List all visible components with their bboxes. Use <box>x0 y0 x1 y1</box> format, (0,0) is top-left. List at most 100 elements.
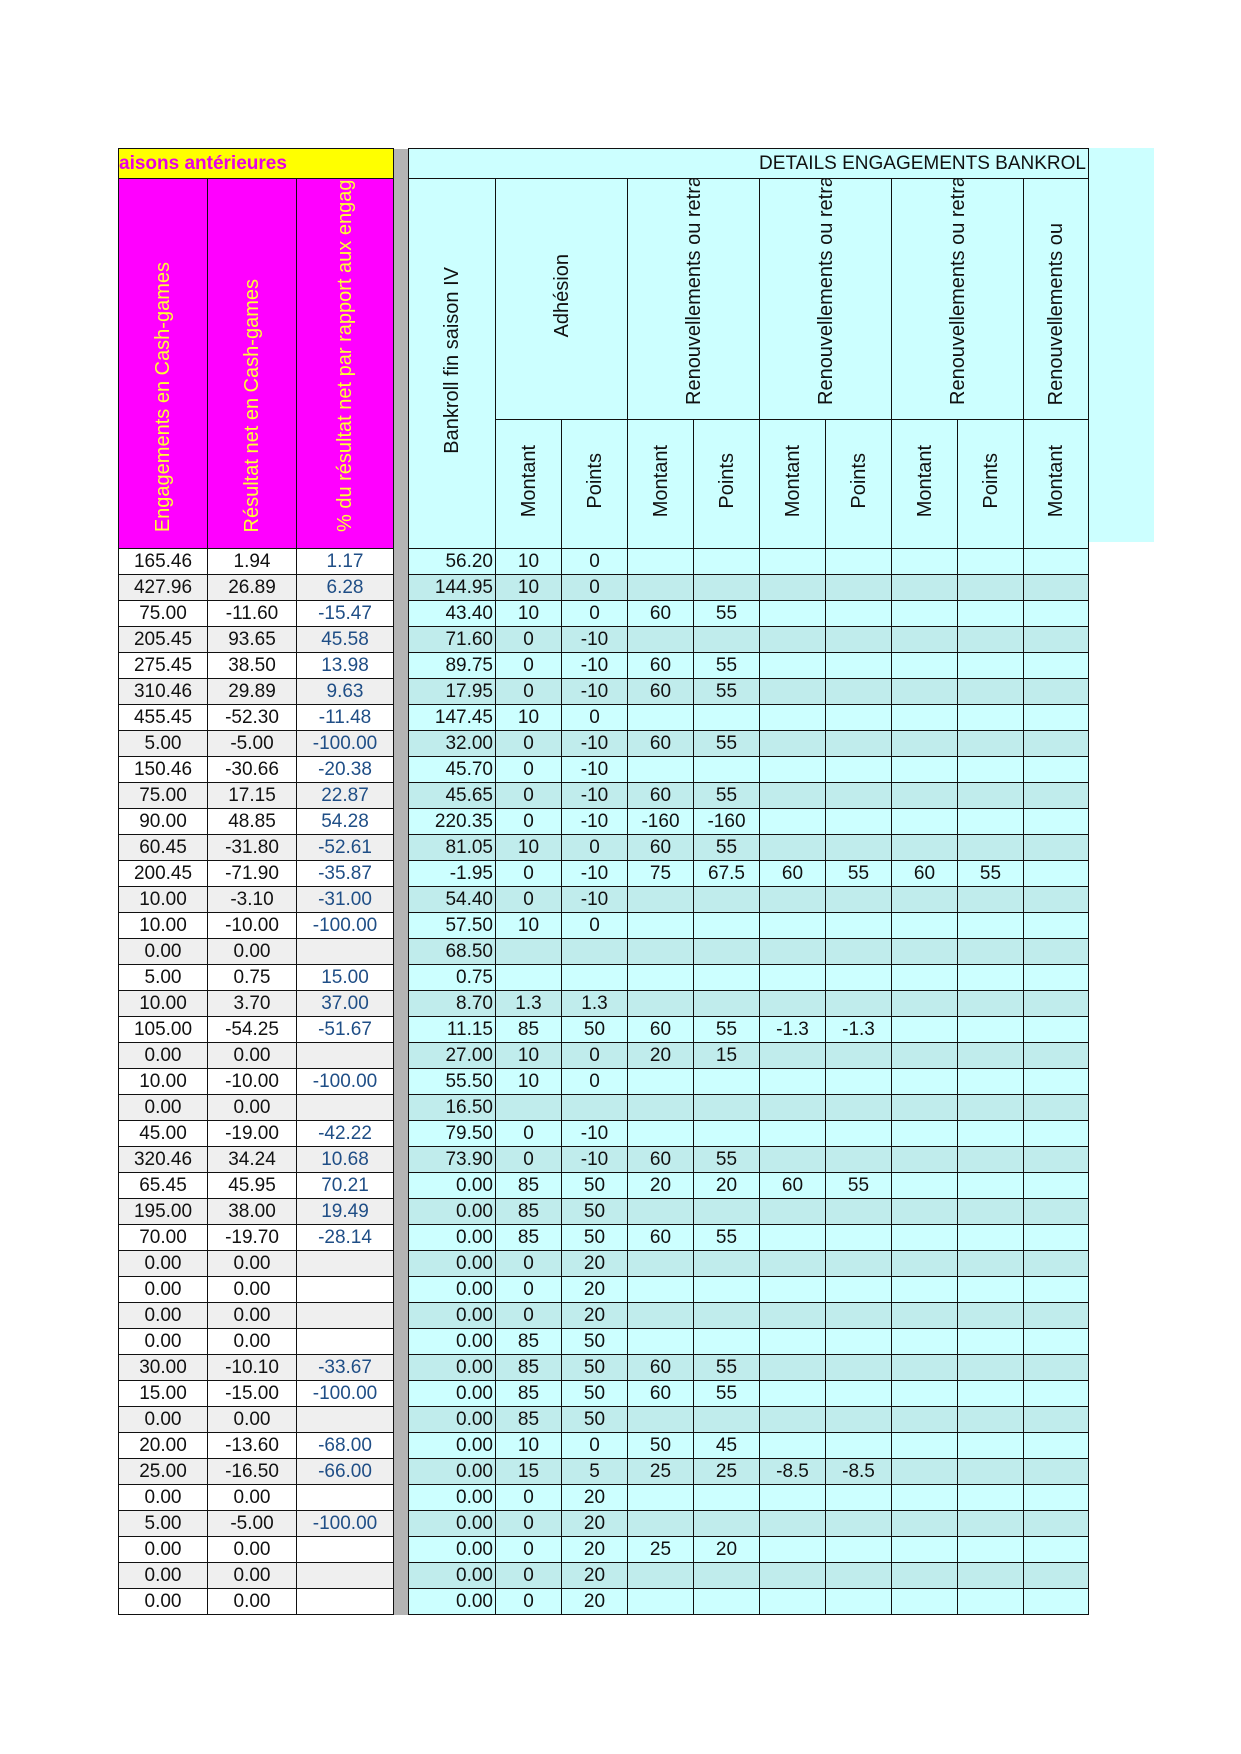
cell-renouv3-points[interactable] <box>957 1042 1024 1069</box>
cell-renouv2-montant[interactable] <box>759 756 826 783</box>
cell-renouv1-montant[interactable] <box>627 1328 694 1355</box>
cell-renouv2-montant[interactable]: 60 <box>759 1172 826 1199</box>
cell-renouv1-points[interactable]: 25 <box>693 1458 760 1485</box>
cell-adhesion-points[interactable]: -10 <box>561 808 628 835</box>
cell-engagements[interactable]: 455.45 <box>118 704 208 731</box>
cell-renouv2-points[interactable] <box>825 1328 892 1355</box>
cell-engagements[interactable]: 0.00 <box>118 1406 208 1433</box>
cell-renouv3-points[interactable] <box>957 964 1024 991</box>
cell-resultat[interactable]: 0.00 <box>207 1562 297 1589</box>
cell-renouv3-montant[interactable] <box>891 964 958 991</box>
cell-renouv2-montant[interactable] <box>759 1120 826 1147</box>
cell-adhesion-montant[interactable]: 0 <box>495 1562 562 1589</box>
cell-pct[interactable]: -100.00 <box>296 1380 394 1407</box>
cell-renouv2-points[interactable] <box>825 808 892 835</box>
cell-adhesion-points[interactable]: 0 <box>561 912 628 939</box>
cell-renouv3-montant[interactable] <box>891 1458 958 1485</box>
cell-adhesion-points[interactable]: -10 <box>561 626 628 653</box>
cell-renouv4-montant[interactable] <box>1023 1120 1089 1147</box>
cell-renouv3-montant[interactable] <box>891 886 958 913</box>
cell-renouv3-points[interactable] <box>957 834 1024 861</box>
cell-renouv2-points[interactable] <box>825 652 892 679</box>
cell-pct[interactable]: 37.00 <box>296 990 394 1017</box>
cell-renouv1-points[interactable] <box>693 886 760 913</box>
cell-renouv4-montant[interactable] <box>1023 1458 1089 1485</box>
cell-renouv2-points[interactable] <box>825 1250 892 1277</box>
cell-adhesion-points[interactable]: -10 <box>561 782 628 809</box>
cell-renouv3-points[interactable] <box>957 600 1024 627</box>
cell-renouv3-points[interactable] <box>957 1146 1024 1173</box>
cell-renouv3-points[interactable] <box>957 1094 1024 1121</box>
cell-renouv2-points[interactable] <box>825 1094 892 1121</box>
cell-renouv3-points[interactable] <box>957 1562 1024 1589</box>
cell-resultat[interactable]: -52.30 <box>207 704 297 731</box>
cell-pct[interactable]: -11.48 <box>296 704 394 731</box>
cell-renouv3-points[interactable] <box>957 1406 1024 1433</box>
cell-renouv2-montant[interactable] <box>759 1250 826 1277</box>
cell-renouv2-points[interactable] <box>825 886 892 913</box>
cell-adhesion-points[interactable]: 50 <box>561 1406 628 1433</box>
cell-renouv2-points[interactable] <box>825 938 892 965</box>
cell-renouv2-montant[interactable]: 60 <box>759 860 826 887</box>
cell-renouv1-montant[interactable] <box>627 1068 694 1095</box>
cell-renouv2-montant[interactable] <box>759 704 826 731</box>
cell-renouv4-montant[interactable] <box>1023 1328 1089 1355</box>
cell-renouv2-montant[interactable]: -8.5 <box>759 1458 826 1485</box>
cell-resultat[interactable]: 48.85 <box>207 808 297 835</box>
cell-engagements[interactable]: 10.00 <box>118 1068 208 1095</box>
cell-renouv4-montant[interactable] <box>1023 1432 1089 1459</box>
cell-renouv2-montant[interactable] <box>759 652 826 679</box>
cell-engagements[interactable]: 75.00 <box>118 782 208 809</box>
cell-engagements[interactable]: 10.00 <box>118 912 208 939</box>
cell-renouv3-points[interactable] <box>957 1198 1024 1225</box>
cell-renouv3-montant[interactable] <box>891 938 958 965</box>
cell-pct[interactable]: -100.00 <box>296 730 394 757</box>
cell-adhesion-points[interactable] <box>561 964 628 991</box>
cell-renouv3-points[interactable] <box>957 1432 1024 1459</box>
cell-renouv4-montant[interactable] <box>1023 1562 1089 1589</box>
cell-bankroll[interactable]: 220.35 <box>408 808 496 835</box>
cell-bankroll[interactable]: 0.00 <box>408 1510 496 1537</box>
cell-resultat[interactable]: 45.95 <box>207 1172 297 1199</box>
cell-adhesion-montant[interactable]: 10 <box>495 600 562 627</box>
cell-renouv3-points[interactable] <box>957 1224 1024 1251</box>
cell-renouv3-points[interactable] <box>957 730 1024 757</box>
cell-renouv2-points[interactable] <box>825 1432 892 1459</box>
cell-adhesion-montant[interactable]: 0 <box>495 860 562 887</box>
cell-renouv4-montant[interactable] <box>1023 1224 1089 1251</box>
cell-renouv3-montant[interactable] <box>891 808 958 835</box>
cell-renouv4-montant[interactable] <box>1023 938 1089 965</box>
cell-adhesion-montant[interactable] <box>495 938 562 965</box>
cell-renouv2-points[interactable] <box>825 1588 892 1615</box>
cell-adhesion-montant[interactable]: 10 <box>495 574 562 601</box>
cell-renouv1-points[interactable]: 15 <box>693 1042 760 1069</box>
cell-renouv1-montant[interactable] <box>627 704 694 731</box>
cell-resultat[interactable]: -15.00 <box>207 1380 297 1407</box>
cell-adhesion-points[interactable]: 50 <box>561 1016 628 1043</box>
cell-adhesion-points[interactable]: 50 <box>561 1380 628 1407</box>
cell-pct[interactable]: 13.98 <box>296 652 394 679</box>
cell-adhesion-points[interactable]: 50 <box>561 1172 628 1199</box>
cell-adhesion-montant[interactable]: 0 <box>495 678 562 705</box>
cell-pct[interactable]: -51.67 <box>296 1016 394 1043</box>
cell-renouv3-points[interactable] <box>957 1354 1024 1381</box>
cell-renouv4-montant[interactable] <box>1023 1588 1089 1615</box>
cell-adhesion-montant[interactable]: 0 <box>495 1302 562 1329</box>
cell-renouv3-points[interactable] <box>957 704 1024 731</box>
cell-pct[interactable]: 70.21 <box>296 1172 394 1199</box>
cell-renouv3-montant[interactable] <box>891 548 958 575</box>
cell-renouv1-montant[interactable] <box>627 1484 694 1511</box>
cell-adhesion-montant[interactable]: 85 <box>495 1016 562 1043</box>
cell-resultat[interactable]: -10.00 <box>207 912 297 939</box>
cell-renouv4-montant[interactable] <box>1023 964 1089 991</box>
cell-engagements[interactable]: 65.45 <box>118 1172 208 1199</box>
cell-renouv4-montant[interactable] <box>1023 860 1089 887</box>
cell-bankroll[interactable]: 0.00 <box>408 1458 496 1485</box>
cell-bankroll[interactable]: 0.00 <box>408 1198 496 1225</box>
cell-adhesion-points[interactable]: -10 <box>561 652 628 679</box>
cell-adhesion-points[interactable]: 1.3 <box>561 990 628 1017</box>
cell-engagements[interactable]: 15.00 <box>118 1380 208 1407</box>
cell-bankroll[interactable]: 17.95 <box>408 678 496 705</box>
cell-renouv2-points[interactable] <box>825 1380 892 1407</box>
cell-renouv1-points[interactable]: 67.5 <box>693 860 760 887</box>
